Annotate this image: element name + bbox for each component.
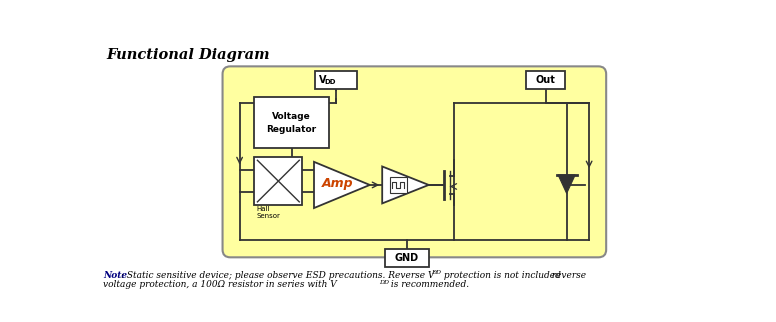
Text: Note: Note [103, 271, 127, 280]
FancyBboxPatch shape [255, 97, 329, 148]
Text: Amp: Amp [322, 177, 354, 190]
Text: Voltage: Voltage [272, 112, 311, 121]
FancyBboxPatch shape [223, 66, 606, 257]
Text: DD: DD [379, 279, 389, 285]
Text: Hall: Hall [257, 206, 270, 212]
Text: V: V [319, 75, 326, 85]
Polygon shape [383, 166, 428, 204]
Text: protection is not included: protection is not included [441, 271, 561, 280]
Text: Sensor: Sensor [257, 213, 281, 219]
Text: GND: GND [395, 253, 419, 263]
Polygon shape [314, 162, 370, 208]
Text: reverse: reverse [546, 271, 587, 280]
Text: DD: DD [431, 270, 441, 275]
FancyBboxPatch shape [385, 249, 429, 267]
Polygon shape [558, 175, 575, 194]
FancyBboxPatch shape [255, 157, 303, 205]
Text: Out: Out [535, 75, 556, 85]
FancyBboxPatch shape [315, 71, 357, 90]
FancyBboxPatch shape [390, 177, 407, 193]
Text: is recommended.: is recommended. [389, 280, 469, 289]
FancyBboxPatch shape [526, 71, 565, 90]
Text: voltage protection, a 100Ω resistor in series with V: voltage protection, a 100Ω resistor in s… [103, 280, 337, 289]
Text: : Static sensitive device; please observe ESD precautions. Reverse V: : Static sensitive device; please observ… [121, 271, 435, 280]
Text: DD: DD [324, 79, 336, 85]
Text: Regulator: Regulator [266, 125, 317, 134]
Text: Functional Diagram: Functional Diagram [106, 48, 270, 62]
